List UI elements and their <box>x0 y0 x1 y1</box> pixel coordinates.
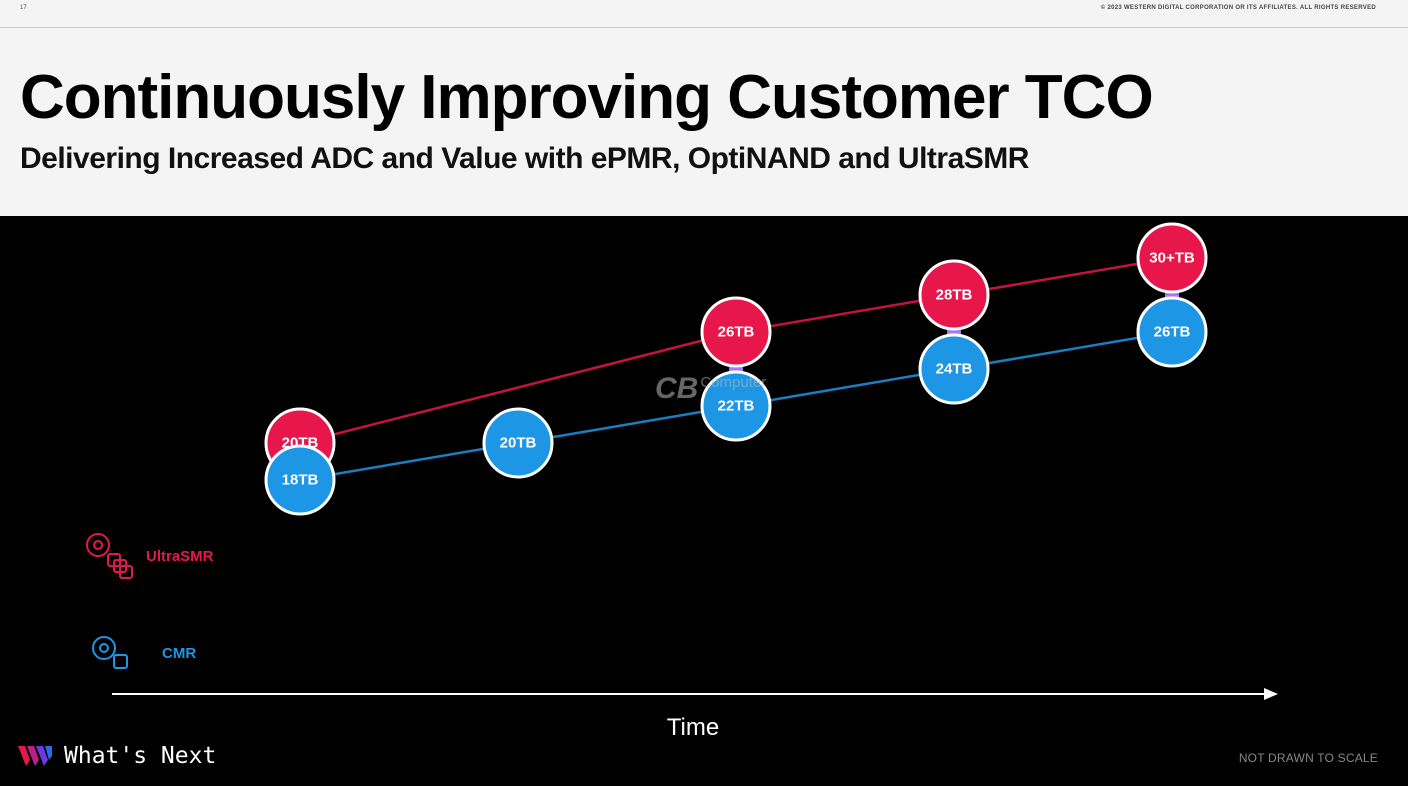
cmr-point-marker <box>700 370 772 442</box>
ultrasmr-point-marker <box>700 296 772 368</box>
slide-header: 17 © 2023 WESTERN DIGITAL CORPORATION OR… <box>0 0 1408 216</box>
ultrasmr-point-marker <box>1136 222 1208 294</box>
brand-footer: What's Next <box>18 743 216 769</box>
cmr-point-22tb: 22TB <box>700 370 772 442</box>
ultrasmr-trend-segment <box>299 330 737 445</box>
upgrade-arrow <box>1159 290 1185 312</box>
brand-tagline: What's Next <box>64 743 217 769</box>
cmr-point-marker <box>482 407 554 479</box>
cmr-trend-segment <box>299 441 519 482</box>
cmr-point-24tb: 24TB <box>918 333 990 405</box>
slide-number: 17 <box>20 5 27 11</box>
ultrasmr-trend-segment <box>735 293 955 334</box>
legend-cmr-label: CMR <box>162 645 196 662</box>
cmr-point-label: 20TB <box>500 435 537 452</box>
legend-cmr: CMR <box>92 636 196 669</box>
ultrasmr-point-marker <box>918 259 990 331</box>
cmr-trend-segment <box>735 367 955 408</box>
page-title: Continuously Improving Customer TCO <box>20 63 1154 132</box>
copyright-notice: © 2023 WESTERN DIGITAL CORPORATION OR IT… <box>1100 5 1376 11</box>
legend-ultrasmr-label: UltraSMR <box>146 548 214 565</box>
ultrasmr-point-26tb: 26TB <box>700 296 772 368</box>
upgrade-arrow <box>941 327 967 349</box>
cmr-trend-segment <box>517 404 737 445</box>
page-subtitle: Delivering Increased ADC and Value with … <box>20 142 1029 175</box>
cmr-point-marker <box>1136 296 1208 368</box>
cmr-point-marker <box>264 444 336 516</box>
ultrasmr-point-30plustb: 30+TB <box>1136 222 1208 294</box>
scale-disclaimer: NOT DRAWN TO SCALE <box>1238 751 1378 765</box>
time-axis-label: Time <box>667 714 719 741</box>
cmr-point-label: 22TB <box>718 398 755 415</box>
watermark: CB Computer <box>655 372 766 406</box>
time-axis: Time <box>112 688 1278 741</box>
cmr-point-label: 18TB <box>282 472 319 489</box>
ultrasmr-point-label: 30+TB <box>1149 250 1195 267</box>
watermark-logo: CB <box>655 372 699 405</box>
disk-icon <box>92 636 128 669</box>
legend-ultrasmr: UltraSMR <box>86 533 214 579</box>
ultrasmr-point-28tb: 28TB <box>918 259 990 331</box>
cmr-point-18tb: 18TB <box>264 444 336 516</box>
ultrasmr-trend-segment <box>953 256 1173 297</box>
disk-stack-icon <box>86 533 133 579</box>
upgrade-arrow <box>723 364 749 386</box>
cmr-trend-segment <box>953 330 1173 371</box>
cmr-point-label: 26TB <box>1154 324 1191 341</box>
cmr-point-26tb: 26TB <box>1136 296 1208 368</box>
ultrasmr-point-label: 26TB <box>718 324 755 341</box>
western-digital-logo-icon <box>18 746 52 766</box>
watermark-text: Computer <box>700 373 767 391</box>
cmr-point-marker <box>918 333 990 405</box>
ultrasmr-point-label: 28TB <box>936 287 973 304</box>
cmr-point-20tb: 20TB <box>482 407 554 479</box>
cmr-point-label: 24TB <box>936 361 973 378</box>
header-divider <box>0 27 1408 28</box>
